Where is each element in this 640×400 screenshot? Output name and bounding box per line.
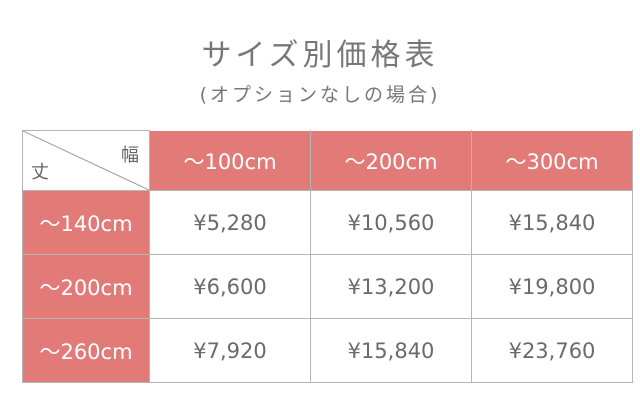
table-row: ～200cm ¥6,600 ¥13,200 ¥19,800 (22, 254, 633, 319)
column-header: ～100cm (149, 130, 311, 191)
column-header: ～300cm (471, 130, 633, 191)
price-cell: ¥23,760 (471, 318, 633, 383)
column-header: ～200cm (310, 130, 472, 191)
corner-cell: 幅 丈 (22, 130, 150, 191)
price-cell: ¥6,600 (149, 254, 311, 319)
price-cell: ¥13,200 (310, 254, 472, 319)
header-row: 幅 丈 ～100cm ～200cm ～300cm (22, 130, 633, 191)
height-label: 丈 (31, 162, 49, 183)
page-subtitle: (オプションなしの場合) (199, 84, 441, 106)
price-cell: ¥5,280 (149, 190, 311, 255)
row-header: ～200cm (22, 254, 150, 319)
price-cell: ¥15,840 (471, 190, 633, 255)
table-row: ～140cm ¥5,280 ¥10,560 ¥15,840 (22, 190, 633, 255)
row-header: ～260cm (22, 318, 150, 383)
price-cell: ¥19,800 (471, 254, 633, 319)
price-cell: ¥7,920 (149, 318, 311, 383)
price-cell: ¥10,560 (310, 190, 472, 255)
row-header: ～140cm (22, 190, 150, 255)
table-row: ～260cm ¥7,920 ¥15,840 ¥23,760 (22, 318, 633, 383)
price-table: 幅 丈 ～100cm ～200cm ～300cm ～140cm ¥5,280 ¥… (22, 130, 633, 383)
price-cell: ¥15,840 (310, 318, 472, 383)
width-label: 幅 (121, 145, 139, 166)
page-title: サイズ別価格表 (201, 38, 439, 73)
diagonal-divider (23, 131, 149, 190)
